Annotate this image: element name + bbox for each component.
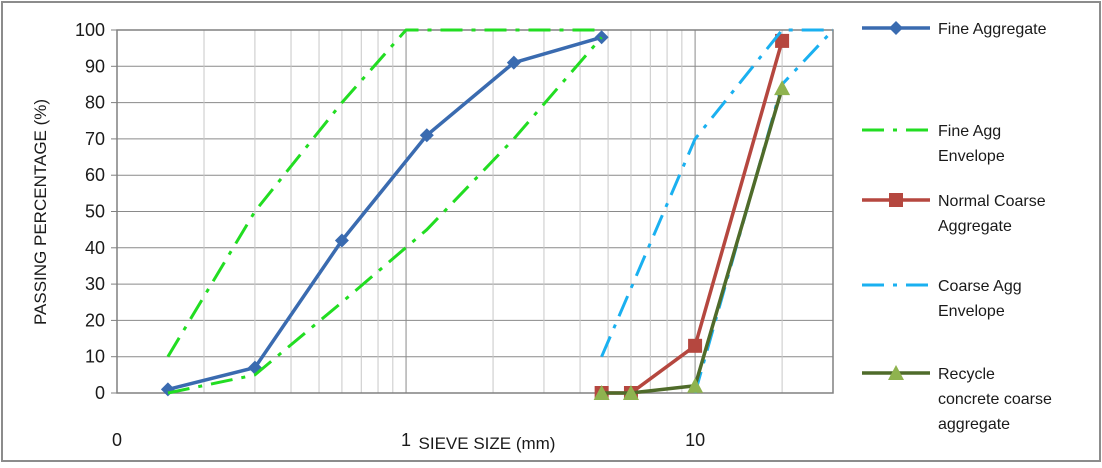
legend-label: Envelope	[938, 148, 1005, 165]
data-point-square	[688, 338, 703, 353]
legend-entry-3: Coarse Agg Envelope	[862, 278, 1022, 320]
data-point-square	[775, 33, 790, 48]
series-line	[167, 35, 603, 392]
y-axis-title: PASSING PERCENTAGE (%)	[31, 99, 50, 325]
y-tick-label: 100	[75, 20, 105, 40]
data-point-diamond	[419, 128, 434, 143]
series-lines	[160, 28, 835, 400]
y-tick-label: 30	[85, 274, 105, 294]
data-point-diamond	[889, 21, 903, 35]
series-4	[600, 28, 833, 358]
x-axis-ticks: 0 1 10	[112, 430, 705, 450]
x-tick-label: 1	[401, 430, 411, 450]
y-tick-label: 40	[85, 238, 105, 258]
data-point-square	[889, 193, 903, 207]
series-6	[593, 80, 791, 400]
legend-label: Coarse Agg	[938, 278, 1022, 295]
y-tick-label: 50	[85, 202, 105, 222]
legend-entry-2: Normal Coarse Aggregate	[862, 193, 1046, 235]
legend-entry-0: Fine Aggregate	[862, 21, 1047, 38]
legend: Fine Aggregate Fine Agg Envelope Normal Coa…	[862, 21, 1052, 433]
series-line	[166, 28, 602, 358]
legend-label: Recycle	[938, 366, 995, 383]
y-tick-label: 20	[85, 310, 105, 330]
series-0	[160, 30, 609, 397]
data-point-triangle	[593, 385, 610, 400]
data-point-triangle	[888, 365, 904, 380]
legend-label: Fine Agg	[938, 123, 1001, 140]
data-point-diamond	[334, 233, 349, 248]
y-tick-label: 0	[95, 383, 105, 403]
x-axis-title: SIEVE SIZE (mm)	[419, 434, 556, 453]
y-tick-label: 70	[85, 129, 105, 149]
legend-label: Aggregate	[938, 218, 1012, 235]
y-tick-label: 60	[85, 165, 105, 185]
data-point-diamond	[506, 55, 521, 70]
legend-entry-1: Fine Agg Envelope	[862, 123, 1005, 165]
series-1	[166, 28, 602, 358]
series-line	[600, 28, 833, 358]
y-axis-ticks: 0 10 20 30 40 50 60 70 80 90 100	[75, 20, 117, 403]
data-point-triangle	[774, 80, 791, 96]
series-line	[601, 87, 784, 395]
data-point-triangle	[687, 377, 704, 393]
legend-label: Fine Aggregate	[938, 21, 1047, 38]
legend-label: aggregate	[938, 416, 1010, 433]
data-point-diamond	[594, 30, 609, 45]
legend-label: concrete coarse	[938, 391, 1052, 408]
x-tick-label: 0	[112, 430, 122, 450]
legend-entry-4: Recycle concrete coarse aggregate	[862, 365, 1052, 433]
y-tick-label: 90	[85, 56, 105, 76]
data-point-triangle	[622, 385, 639, 400]
x-tick-label: 10	[685, 430, 705, 450]
y-tick-label: 10	[85, 347, 105, 367]
y-tick-label: 80	[85, 93, 105, 113]
legend-label: Normal Coarse	[938, 193, 1046, 210]
legend-label: Envelope	[938, 303, 1005, 320]
